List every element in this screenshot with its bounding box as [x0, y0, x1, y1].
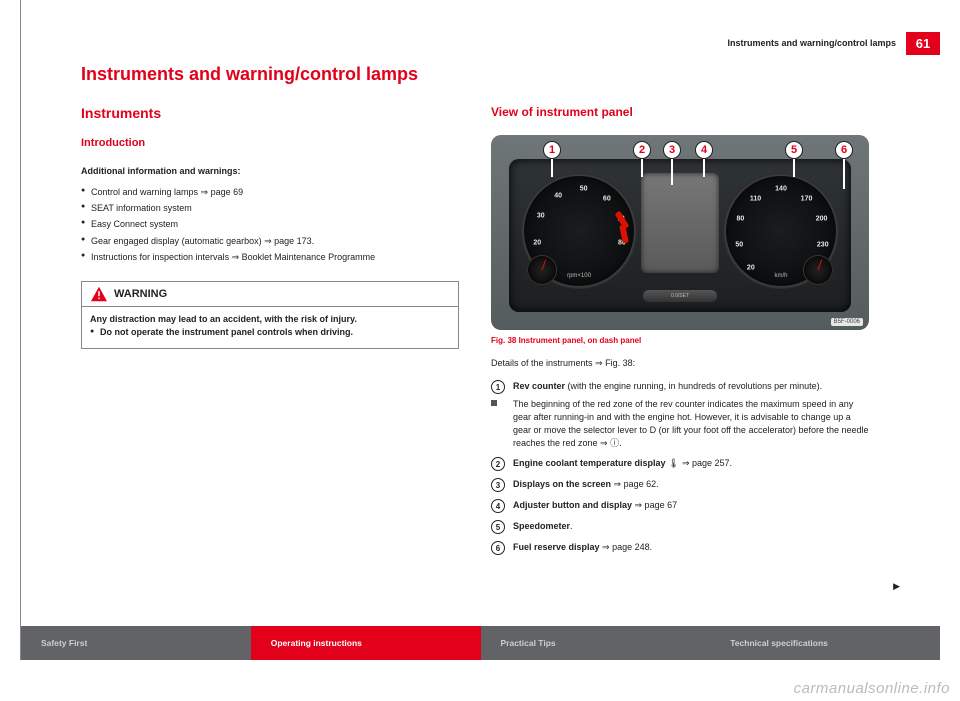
item-title: Rev counter: [513, 381, 565, 391]
speedometer-dial: 20 50 80 110 140 170 200 230 260 km/h: [723, 173, 839, 289]
instrument-panel-figure: 10 20 30 40 50 60 70 80 rpm×100: [491, 135, 869, 330]
numbered-list: 1 Rev counter (with the engine running, …: [491, 380, 869, 555]
list-item: Instructions for inspection intervals ⇒ …: [81, 249, 459, 265]
coolant-temp-gauge: [527, 255, 557, 285]
section-heading: Instruments: [81, 105, 459, 121]
warning-text: Any distraction may lead to an accident,…: [90, 313, 450, 327]
figure-caption: Fig. 38 Instrument panel, on dash panel: [491, 336, 869, 345]
dial-unit: km/h: [774, 273, 787, 279]
item-paragraph: The beginning of the red zone of the rev…: [513, 398, 869, 450]
document-page: Instruments and warning/control lamps 61…: [20, 0, 940, 660]
item-text: .: [570, 521, 573, 531]
item-title: Displays on the screen: [513, 479, 611, 489]
bullet-list: Control and warning lamps ⇒ page 69 SEAT…: [81, 184, 459, 265]
section-end-marker: [491, 400, 497, 406]
subsection-heading: Introduction: [81, 137, 459, 149]
item-text: ⇒ page 248.: [600, 542, 653, 552]
item-number: 3: [491, 478, 505, 492]
reset-button: 0.0/SET: [643, 290, 717, 302]
callout-circle: 4: [695, 141, 713, 159]
item-number: 4: [491, 499, 505, 513]
item-text: (with the engine running, in hundreds of…: [565, 381, 822, 391]
item-title: Engine coolant temperature display: [513, 458, 666, 468]
figure-intro: Details of the instruments ⇒ Fig. 38:: [491, 357, 869, 370]
continue-arrow-icon: ▶: [893, 581, 900, 592]
callout-circle: 6: [835, 141, 853, 159]
nav-tab-practical[interactable]: Practical Tips: [481, 626, 711, 660]
item-title: Fuel reserve display: [513, 542, 600, 552]
item-text: 🌡 ⇒ page 257.: [666, 458, 733, 468]
warning-icon: [90, 286, 108, 302]
item-title: Speedometer: [513, 521, 570, 531]
item-number: 1: [491, 380, 505, 394]
item-number: 6: [491, 541, 505, 555]
dial-unit: rpm×100: [567, 273, 591, 279]
rev-counter-dial: 10 20 30 40 50 60 70 80 rpm×100: [521, 173, 637, 289]
nav-tab-operating[interactable]: Operating instructions: [251, 626, 481, 660]
item-text: ⇒ page 62.: [611, 479, 659, 489]
list-item: Easy Connect system: [81, 216, 459, 232]
bottom-nav: Safety First Operating instructions Prac…: [21, 626, 940, 660]
right-column: View of instrument panel 10 20 30 40 50 …: [491, 105, 869, 562]
list-item: Gear engaged display (automatic gearbox)…: [81, 233, 459, 249]
page-header: Instruments and warning/control lamps 61: [727, 32, 940, 55]
page-title: Instruments and warning/control lamps: [81, 64, 902, 85]
watermark: carmanualsonline.info: [794, 680, 950, 697]
item-text: ⇒ page 67: [632, 500, 677, 510]
list-item: Control and warning lamps ⇒ page 69: [81, 184, 459, 200]
callout-circle: 3: [663, 141, 681, 159]
fuel-gauge: [803, 255, 833, 285]
warning-box: WARNING Any distraction may lead to an a…: [81, 281, 459, 349]
nav-tab-safety[interactable]: Safety First: [21, 626, 251, 660]
center-display: [641, 173, 719, 273]
list-item: SEAT information system: [81, 200, 459, 216]
item-title: Adjuster button and display: [513, 500, 632, 510]
header-section-label: Instruments and warning/control lamps: [727, 32, 906, 55]
callout-circle: 1: [543, 141, 561, 159]
nav-tab-technical[interactable]: Technical specifications: [710, 626, 940, 660]
warning-text: Do not operate the instrument panel cont…: [90, 326, 450, 340]
warning-label: WARNING: [114, 288, 167, 300]
section-heading: View of instrument panel: [491, 105, 869, 119]
left-column: Instruments Introduction Additional info…: [81, 105, 459, 562]
page-number: 61: [906, 32, 940, 55]
item-number: 2: [491, 457, 505, 471]
callout-circle: 5: [785, 141, 803, 159]
callout-circle: 2: [633, 141, 651, 159]
figure-ref: B5F-0006: [831, 318, 863, 326]
list-heading: Additional information and warnings:: [81, 165, 459, 178]
item-number: 5: [491, 520, 505, 534]
